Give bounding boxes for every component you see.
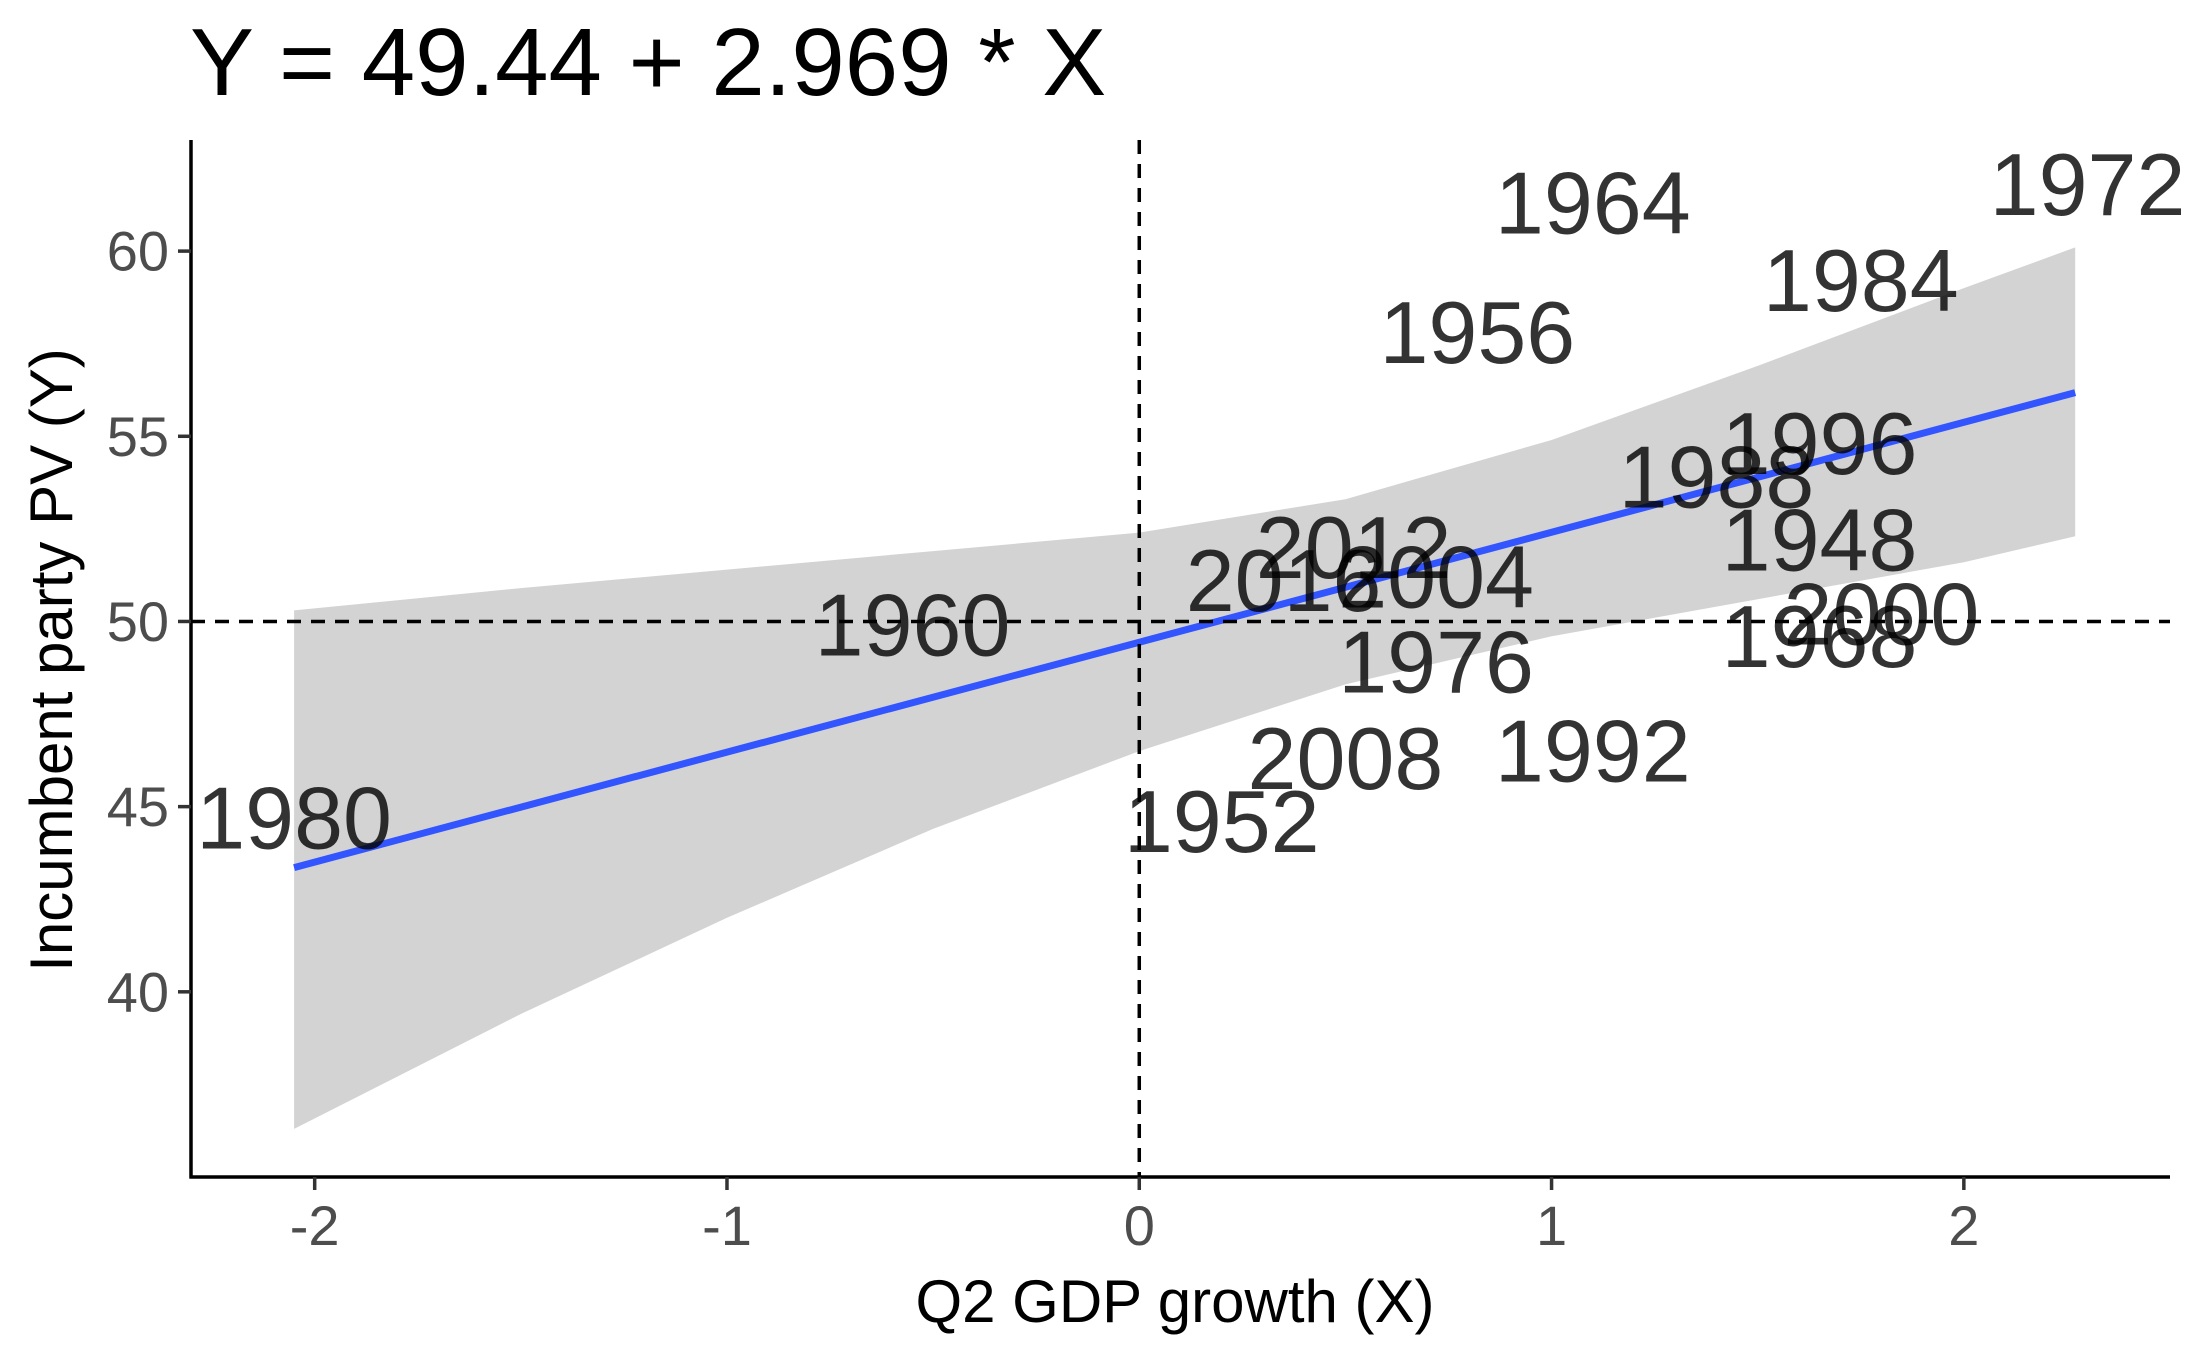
point-label-1960: 1960: [815, 576, 1011, 675]
y-tick-label-55: 55: [107, 405, 169, 468]
y-tick-label-60: 60: [107, 220, 169, 283]
y-axis-title: Incumbent party PV (Y): [18, 348, 85, 972]
point-label-1996: 1996: [1722, 394, 1918, 493]
x-tick-label-1: 1: [1536, 1194, 1567, 1257]
point-label-1972: 1972: [1990, 135, 2186, 234]
point-label-2012: 2012: [1256, 498, 1452, 597]
point-label-1988: 1988: [1619, 428, 1815, 527]
y-tick-label-45: 45: [107, 775, 169, 838]
point-label-1992: 1992: [1495, 702, 1691, 801]
point-label-1968: 1968: [1722, 587, 1918, 686]
y-tick-label-40: 40: [107, 960, 169, 1023]
point-label-2000: 2000: [1784, 565, 1980, 664]
x-tick-label--1: -1: [702, 1194, 752, 1257]
point-label-2004: 2004: [1338, 528, 1534, 627]
plot-area: 1948 1952 1956 1960 1964 1968 1972 1976 1980 1984…: [107, 135, 2186, 1257]
point-label-2008: 2008: [1248, 709, 1444, 808]
point-label-1956: 1956: [1379, 283, 1575, 382]
x-tick-label--2: -2: [290, 1194, 340, 1257]
point-label-1980: 1980: [196, 768, 392, 867]
point-label-2016: 2016: [1186, 531, 1382, 630]
x-tick-label-0: 0: [1124, 1194, 1155, 1257]
point-label-1976: 1976: [1338, 613, 1534, 712]
confidence-band: [294, 247, 2076, 1129]
point-label-1964: 1964: [1495, 153, 1691, 252]
x-tick-label-2: 2: [1948, 1194, 1979, 1257]
point-label-1984: 1984: [1763, 231, 1959, 330]
x-axis-title: Q2 GDP growth (X): [915, 1268, 1434, 1335]
point-label-1952: 1952: [1124, 772, 1320, 871]
y-tick-label-50: 50: [107, 590, 169, 653]
point-label-1948: 1948: [1722, 490, 1918, 589]
chart-title: Y = 49.44 + 2.969 * X: [190, 9, 1106, 116]
regression-line: [293, 389, 2077, 872]
